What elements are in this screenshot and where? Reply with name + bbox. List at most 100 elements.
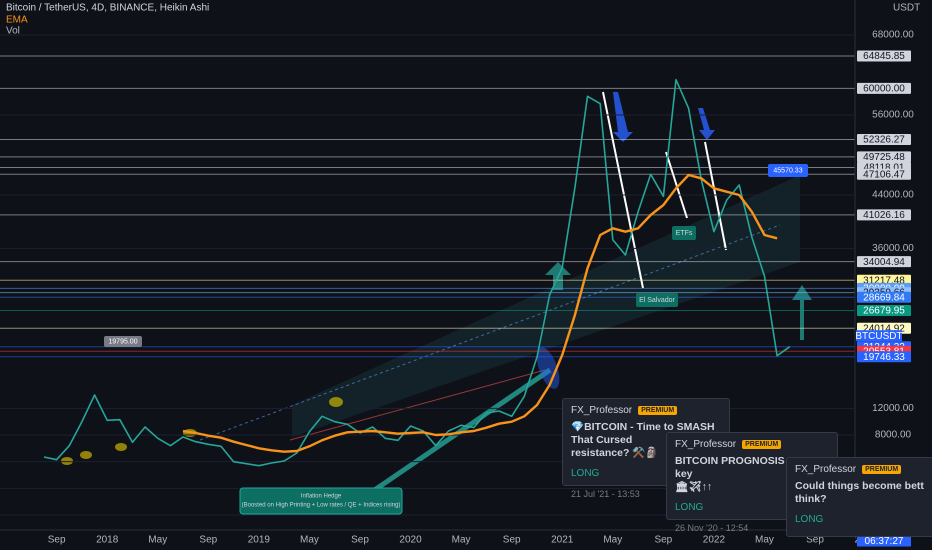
y-tick-label: 36000.00 — [872, 243, 914, 254]
up-arrow — [792, 285, 812, 340]
idea-title-line: 🏛✈↑↑ — [675, 481, 713, 493]
symbol-tag — [856, 330, 902, 342]
price-level-tag — [857, 168, 911, 180]
price-level-tag — [857, 50, 911, 62]
price-level-tag — [857, 256, 911, 268]
annotation-box — [104, 336, 142, 347]
down-arrow — [698, 108, 715, 140]
annotation-box — [239, 487, 403, 515]
price-level-tag — [857, 133, 911, 145]
price-level-label: 28669.84 — [863, 292, 905, 303]
x-tick-label: May — [452, 535, 471, 546]
price-level-tag — [857, 151, 911, 163]
idea-date: 26 Nov '20 - 12:54 — [675, 523, 749, 533]
idea-card[interactable]: FX_Professor PREMIUM Could things become b… — [786, 457, 932, 537]
chart-title: Bitcoin / TetherUS, 4D, BINANCE, Heikin … — [6, 3, 209, 14]
marker — [115, 443, 127, 451]
x-tick-label: Sep — [654, 535, 672, 546]
idea-title-line: resistance? ⚒️🗿 — [571, 447, 659, 459]
annotation-box — [672, 226, 696, 240]
ema-line — [182, 173, 778, 453]
annotation: 45570.33 — [773, 167, 802, 174]
x-tick-label: 2018 — [96, 535, 119, 546]
price-level-tag — [857, 304, 911, 316]
annotation: Inflation Hedge — [301, 494, 342, 500]
x-tick-label: May — [148, 535, 167, 546]
price-level-tag — [857, 209, 911, 221]
y-tick-label: 12000.00 — [872, 403, 914, 414]
idea-badge: PREMIUM — [638, 406, 678, 415]
y-tick-label: 56000.00 — [872, 110, 914, 121]
channel — [292, 175, 800, 437]
x-tick-label: Sep — [48, 535, 66, 546]
ellipse — [536, 347, 560, 389]
x-tick-label: 2019 — [248, 535, 271, 546]
idea-title: Could things become bett think? — [795, 480, 932, 506]
idea-title: BITCOIN PROGNOSIS - Our key 🏛✈↑↑ — [675, 455, 829, 494]
annotation-box — [768, 164, 808, 177]
price-level-tag — [857, 351, 911, 363]
x-tick-label: May — [603, 535, 622, 546]
x-tick-label: Sep — [351, 535, 369, 546]
trend-line — [704, 141, 727, 251]
idea-direction: LONG — [571, 468, 600, 479]
idea-title: 💎BITCOIN - Time to SMASH That Cursed resi… — [571, 421, 721, 460]
idea-direction: LONG — [675, 502, 704, 513]
x-tick-label: 2021 — [551, 535, 574, 546]
idea-header: FX_Professor PREMIUM — [675, 439, 829, 450]
marker — [329, 397, 343, 407]
price-level-label: 47106.47 — [863, 169, 905, 180]
price-level-label: 52326.27 — [863, 135, 905, 146]
idea-title-line: BITCOIN PROGNOSIS - Our key — [675, 455, 813, 480]
idea-direction: LONG — [795, 514, 824, 525]
price-level-label: 31217.48 — [863, 275, 905, 286]
price-level-label: 41026.16 — [863, 210, 905, 221]
annotation: El Salvador — [639, 297, 675, 304]
marker — [80, 451, 92, 459]
trend-line — [289, 369, 546, 441]
price-level-label: 60000.00 — [863, 83, 905, 94]
price-level-label: 49725.48 — [863, 152, 905, 163]
idea-author: FX_Professor — [795, 464, 857, 475]
x-tick-label: 2022 — [703, 535, 726, 546]
idea-header: FX_Professor PREMIUM — [795, 464, 932, 475]
x-tick-label: 2020 — [399, 535, 422, 546]
annotation: 19795.00 — [108, 338, 137, 345]
idea-author: FX_Professor — [675, 439, 737, 450]
marker — [61, 457, 73, 465]
idea-badge: PREMIUM — [742, 440, 782, 449]
price-level-tag — [857, 82, 911, 94]
idea-title-line: think? — [795, 493, 827, 505]
trend-line — [602, 91, 644, 289]
x-tick-label: May — [755, 535, 774, 546]
price-level-label: 19746.33 — [863, 352, 905, 363]
symbol-label: BTCUSDT — [855, 331, 902, 342]
idea-title-line: Could things become bett — [795, 480, 924, 492]
indicator-label: EMA — [6, 15, 28, 26]
indicator-label: Vol — [6, 26, 20, 37]
annotation-box — [636, 293, 678, 307]
y-tick-label: 8000.00 — [875, 430, 912, 441]
x-tick-label: May — [300, 535, 319, 546]
countdown-tag — [857, 535, 911, 547]
price-level-label: 24014.92 — [863, 323, 905, 334]
price-level-label: 34004.94 — [863, 257, 905, 268]
idea-title-line: 💎BITCOIN - Time to SMASH That Cursed — [571, 421, 715, 446]
down-arrow — [613, 92, 633, 142]
price-level-label: 26679.95 — [863, 306, 905, 317]
price-line — [43, 78, 791, 467]
countdown: 06:37:27 — [865, 536, 904, 547]
idea-header: FX_Professor PREMIUM — [571, 405, 721, 416]
unit-label: USDT — [893, 3, 920, 14]
trend-line — [665, 151, 688, 219]
idea-date: 21 Jul '21 - 13:53 — [571, 489, 640, 499]
price-level-label: 64845.85 — [863, 51, 905, 62]
idea-badge: PREMIUM — [862, 465, 902, 474]
annotation: ETFs — [676, 230, 693, 237]
x-tick-label: Sep — [199, 535, 217, 546]
y-tick-label: 44000.00 — [872, 190, 914, 201]
price-level-tag — [857, 291, 911, 303]
annotation: (Boosted on High Printing + Low rates / … — [242, 503, 401, 509]
